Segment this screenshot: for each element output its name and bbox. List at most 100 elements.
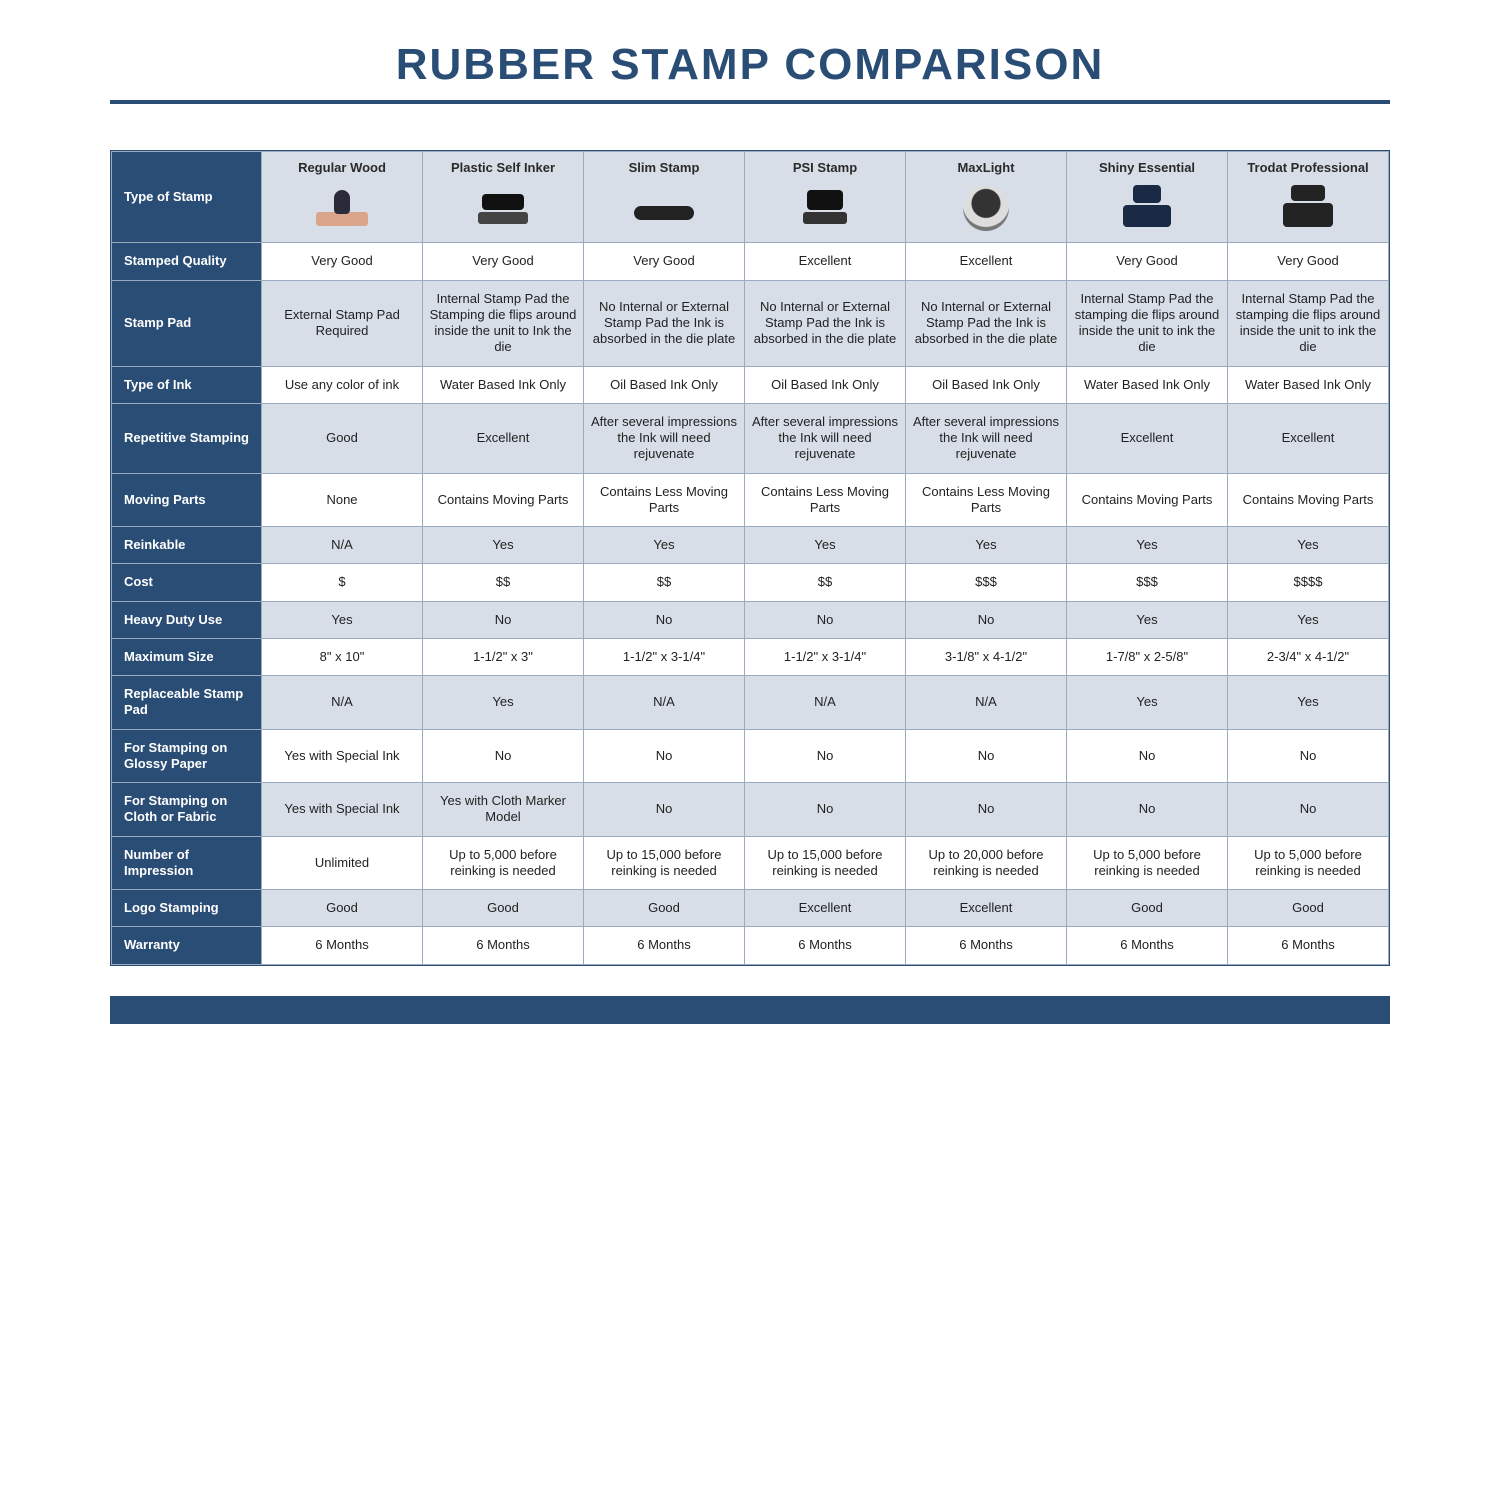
data-cell: Yes (906, 527, 1067, 564)
column-header-label: Slim Stamp (590, 160, 738, 176)
column-header: PSI Stamp (745, 152, 906, 243)
data-cell: Very Good (262, 243, 423, 280)
data-cell: After several impressions the Ink will n… (584, 403, 745, 473)
data-cell: No (584, 601, 745, 638)
ic-max-icon (963, 185, 1009, 231)
ic-psi-icon (801, 188, 849, 228)
data-cell: Internal Stamp Pad the stamping die flip… (1228, 280, 1389, 366)
data-cell: 6 Months (262, 927, 423, 964)
data-cell: No (1067, 729, 1228, 783)
data-cell: 1-1/2" x 3-1/4" (745, 638, 906, 675)
data-cell: $$ (423, 564, 584, 601)
data-cell: Oil Based Ink Only (745, 366, 906, 403)
ic-wood-icon (312, 188, 372, 228)
data-cell: $$ (584, 564, 745, 601)
data-cell: Good (1067, 890, 1228, 927)
data-cell: Good (423, 890, 584, 927)
comparison-table-wrap: Type of Stamp Regular Wood Plastic Self I… (110, 150, 1390, 966)
data-cell: Yes (423, 527, 584, 564)
data-cell: Oil Based Ink Only (906, 366, 1067, 403)
data-cell: Contains Less Moving Parts (906, 473, 1067, 527)
data-cell: No Internal or External Stamp Pad the In… (745, 280, 906, 366)
data-cell: Water Based Ink Only (423, 366, 584, 403)
data-cell: Excellent (906, 243, 1067, 280)
data-cell: Good (584, 890, 745, 927)
row-label: Heavy Duty Use (112, 601, 262, 638)
data-cell: N/A (906, 676, 1067, 730)
table-row: Warranty6 Months6 Months6 Months6 Months… (112, 927, 1389, 964)
row-label: Cost (112, 564, 262, 601)
data-cell: $$$ (906, 564, 1067, 601)
data-cell: No (906, 729, 1067, 783)
data-cell: 6 Months (1067, 927, 1228, 964)
header-row-label: Type of Stamp (112, 152, 262, 243)
data-cell: Very Good (423, 243, 584, 280)
ic-shiny-icon (1123, 185, 1171, 231)
data-cell: No (745, 601, 906, 638)
data-cell: Internal Stamp Pad the Stamping die flip… (423, 280, 584, 366)
data-cell: Up to 5,000 before reinking is needed (1067, 836, 1228, 890)
header-row: Type of Stamp Regular Wood Plastic Self I… (112, 152, 1389, 243)
data-cell: Internal Stamp Pad the stamping die flip… (1067, 280, 1228, 366)
data-cell: Yes with Special Ink (262, 783, 423, 837)
data-cell: 2-3/4" x 4-1/2" (1228, 638, 1389, 675)
data-cell: Up to 15,000 before reinking is needed (584, 836, 745, 890)
column-header: Shiny Essential (1067, 152, 1228, 243)
data-cell: Good (262, 890, 423, 927)
column-header: Regular Wood (262, 152, 423, 243)
row-label: Logo Stamping (112, 890, 262, 927)
stamp-icon (429, 182, 577, 234)
data-cell: 8" x 10" (262, 638, 423, 675)
data-cell: 6 Months (906, 927, 1067, 964)
row-label: Maximum Size (112, 638, 262, 675)
column-header-label: MaxLight (912, 160, 1060, 176)
data-cell: Excellent (745, 243, 906, 280)
data-cell: After several impressions the Ink will n… (745, 403, 906, 473)
comparison-table: Type of Stamp Regular Wood Plastic Self I… (111, 151, 1389, 965)
data-cell: Yes (1067, 601, 1228, 638)
stamp-icon (268, 182, 416, 234)
table-row: Heavy Duty UseYesNoNoNoNoYesYes (112, 601, 1389, 638)
table-row: Replaceable Stamp PadN/AYesN/AN/AN/AYesY… (112, 676, 1389, 730)
data-cell: $$ (745, 564, 906, 601)
data-cell: Unlimited (262, 836, 423, 890)
data-cell: Good (1228, 890, 1389, 927)
data-cell: No (1228, 783, 1389, 837)
table-row: Repetitive StampingGoodExcellentAfter se… (112, 403, 1389, 473)
column-header-label: Plastic Self Inker (429, 160, 577, 176)
data-cell: No (745, 783, 906, 837)
data-cell: Yes (1228, 601, 1389, 638)
data-cell: No (584, 729, 745, 783)
data-cell: Up to 5,000 before reinking is needed (1228, 836, 1389, 890)
data-cell: Water Based Ink Only (1228, 366, 1389, 403)
row-label: Replaceable Stamp Pad (112, 676, 262, 730)
stamp-icon (1234, 182, 1382, 234)
data-cell: Very Good (1067, 243, 1228, 280)
data-cell: No (1228, 729, 1389, 783)
data-cell: 1-1/2" x 3" (423, 638, 584, 675)
data-cell: 6 Months (745, 927, 906, 964)
data-cell: Excellent (906, 890, 1067, 927)
data-cell: No Internal or External Stamp Pad the In… (584, 280, 745, 366)
table-body: Stamped QualityVery GoodVery GoodVery Go… (112, 243, 1389, 964)
table-row: Moving PartsNoneContains Moving PartsCon… (112, 473, 1389, 527)
footer-bar (110, 996, 1390, 1024)
data-cell: No (745, 729, 906, 783)
data-cell: External Stamp Pad Required (262, 280, 423, 366)
data-cell: Yes (745, 527, 906, 564)
table-row: Maximum Size8" x 10"1-1/2" x 3"1-1/2" x … (112, 638, 1389, 675)
data-cell: Excellent (1228, 403, 1389, 473)
data-cell: 6 Months (584, 927, 745, 964)
data-cell: Yes (423, 676, 584, 730)
table-row: Type of InkUse any color of inkWater Bas… (112, 366, 1389, 403)
table-row: Logo StampingGoodGoodGoodExcellentExcell… (112, 890, 1389, 927)
table-row: For Stamping on Cloth or FabricYes with … (112, 783, 1389, 837)
page-title: RUBBER STAMP COMPARISON (0, 40, 1500, 90)
data-cell: Very Good (1228, 243, 1389, 280)
data-cell: 6 Months (1228, 927, 1389, 964)
data-cell: Yes (1067, 527, 1228, 564)
table-row: Cost$$$$$$$$$$$$$$$$$ (112, 564, 1389, 601)
data-cell: 1-1/2" x 3-1/4" (584, 638, 745, 675)
row-label: Type of Ink (112, 366, 262, 403)
column-header-label: Shiny Essential (1073, 160, 1221, 176)
